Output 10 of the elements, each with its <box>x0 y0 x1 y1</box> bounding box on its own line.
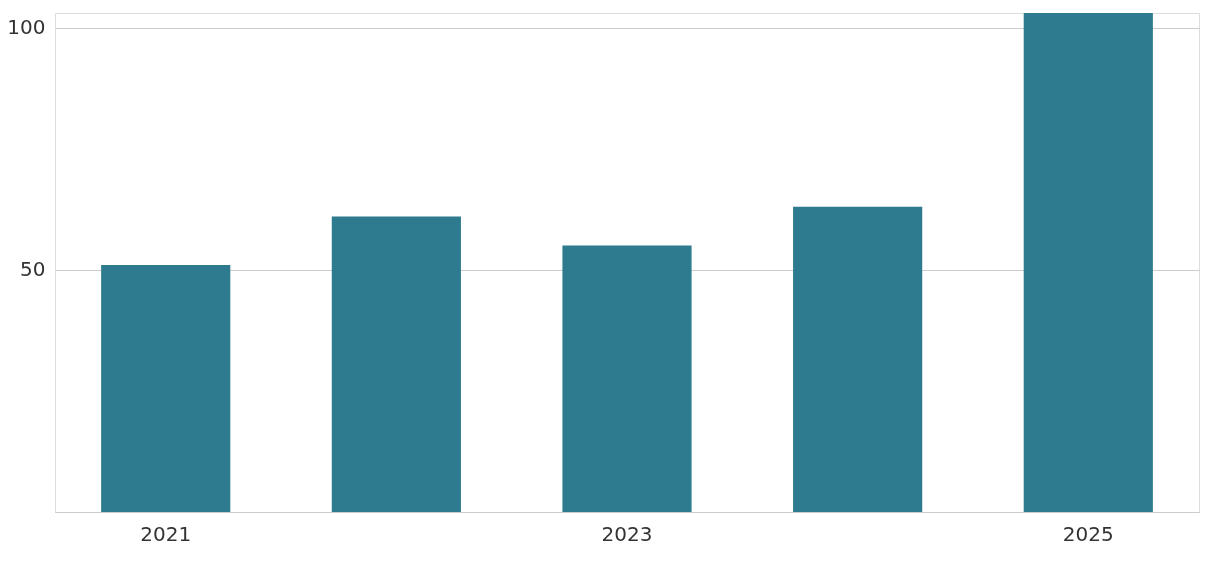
x-tick-label: 2025 <box>1062 521 1114 546</box>
bar <box>101 264 231 512</box>
y-tick-label: 50 <box>20 257 46 282</box>
bar <box>793 206 923 512</box>
x-tick-label: 2021 <box>140 521 192 546</box>
bar <box>1023 13 1153 512</box>
y-tick-label: 100 <box>7 15 46 40</box>
bar <box>331 216 461 512</box>
x-tick-label: 2023 <box>601 521 653 546</box>
bar <box>562 245 692 512</box>
